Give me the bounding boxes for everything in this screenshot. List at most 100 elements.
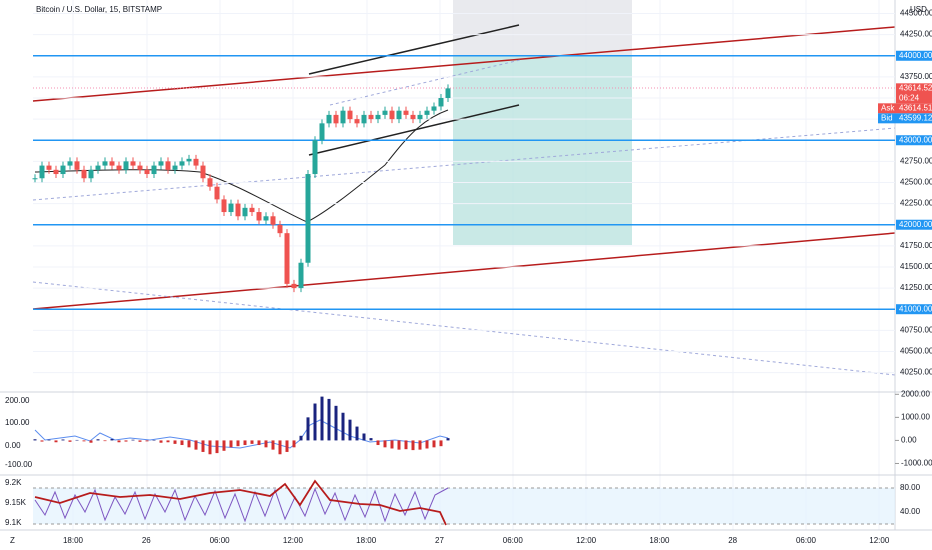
last-price-tag bbox=[896, 83, 932, 104]
candle bbox=[431, 106, 437, 111]
histogram-bar bbox=[145, 440, 149, 442]
candle bbox=[347, 110, 353, 120]
time-label: 26 bbox=[142, 536, 151, 545]
histogram-bar bbox=[215, 440, 219, 454]
stoch-band bbox=[33, 488, 895, 524]
candle bbox=[389, 110, 395, 120]
candle bbox=[214, 186, 220, 200]
candle bbox=[235, 203, 241, 217]
histogram-bar bbox=[89, 440, 93, 443]
time-label: 18:00 bbox=[356, 536, 377, 545]
time-label: 12:00 bbox=[283, 536, 304, 545]
osc-tick-label: 2000.00 bbox=[901, 389, 930, 398]
level-tag-label: 44000.00 bbox=[899, 51, 932, 60]
level-tag bbox=[896, 304, 932, 315]
candle bbox=[102, 161, 108, 166]
stoch-d bbox=[34, 479, 447, 526]
time-label: 27 bbox=[435, 536, 444, 545]
bid-tag bbox=[878, 113, 932, 124]
candle bbox=[200, 165, 206, 179]
level-tag bbox=[896, 135, 932, 146]
stoch-left-label: 9.1K bbox=[5, 518, 22, 527]
candle bbox=[186, 158, 192, 162]
target-zone bbox=[453, 56, 632, 245]
price-tick-label: 42750.00 bbox=[900, 156, 932, 165]
candle bbox=[270, 216, 276, 225]
currency-label: USD bbox=[910, 5, 927, 14]
histogram-bar bbox=[369, 438, 373, 441]
candle bbox=[312, 140, 318, 175]
stoch-left-label: 9.15K bbox=[5, 498, 27, 507]
candle bbox=[249, 207, 255, 213]
candle bbox=[382, 110, 388, 115]
candle bbox=[207, 178, 213, 187]
osc-left-label: -100.00 bbox=[5, 460, 33, 469]
histogram-bar bbox=[383, 440, 387, 448]
candle bbox=[396, 110, 402, 120]
candle bbox=[109, 161, 115, 166]
histogram-bar bbox=[264, 440, 268, 448]
histogram-bar bbox=[243, 440, 247, 446]
osc-left-label: 200.00 bbox=[5, 396, 30, 405]
candle bbox=[284, 233, 290, 284]
histogram-bar bbox=[54, 440, 58, 443]
histogram-bar bbox=[131, 439, 135, 441]
histogram-bar bbox=[418, 440, 422, 450]
corner-icon[interactable]: Z bbox=[10, 536, 15, 545]
trend-line bbox=[32, 26, 896, 102]
osc-left-label: 0.00 bbox=[5, 441, 21, 450]
histogram-bar bbox=[138, 440, 142, 442]
candle bbox=[375, 114, 381, 120]
candle bbox=[60, 165, 66, 175]
dashed-line bbox=[32, 281, 896, 376]
price-tick-label: 41500.00 bbox=[900, 262, 932, 271]
histogram-bar bbox=[271, 440, 275, 450]
bid-name: Bid bbox=[881, 113, 893, 122]
osc-tick-label: 1000.00 bbox=[901, 412, 930, 421]
ask-label: 43614.51 bbox=[899, 103, 932, 112]
histogram-bar bbox=[432, 440, 436, 448]
histogram-bar bbox=[194, 440, 198, 450]
candle bbox=[67, 161, 73, 166]
histogram-bar bbox=[166, 440, 170, 443]
price-tick-label: 43750.00 bbox=[900, 72, 932, 81]
time-label: 06:00 bbox=[503, 536, 524, 545]
histogram-bar bbox=[439, 440, 443, 447]
candle bbox=[291, 283, 297, 289]
candle bbox=[298, 262, 304, 289]
candle bbox=[445, 88, 451, 98]
price-tick-label: 40250.00 bbox=[900, 368, 932, 377]
price-tick-label: 42500.00 bbox=[900, 178, 932, 187]
candle bbox=[179, 161, 185, 166]
candle bbox=[221, 199, 227, 213]
stoch-k bbox=[34, 487, 449, 523]
candle bbox=[438, 98, 444, 107]
histogram-bar bbox=[96, 439, 100, 441]
histogram-bar bbox=[341, 412, 345, 441]
time-label: 12:00 bbox=[576, 536, 597, 545]
price-tick-label: 44250.00 bbox=[900, 30, 932, 39]
candle bbox=[95, 165, 101, 170]
histogram-bar bbox=[327, 398, 331, 441]
histogram-bar bbox=[355, 426, 359, 441]
level-tag bbox=[896, 219, 932, 230]
histogram-bar bbox=[47, 439, 51, 441]
histogram-bar bbox=[187, 440, 191, 448]
histogram-bar bbox=[390, 440, 394, 449]
candle bbox=[53, 169, 59, 175]
time-label: 06:00 bbox=[796, 536, 817, 545]
channel-line bbox=[308, 104, 520, 156]
candle bbox=[368, 114, 374, 120]
candle bbox=[354, 119, 360, 124]
price-tick-label: 40500.00 bbox=[900, 347, 932, 356]
candle bbox=[32, 178, 38, 180]
candle bbox=[361, 114, 367, 124]
candle bbox=[256, 212, 262, 221]
histogram-bar bbox=[250, 440, 254, 444]
histogram-bar bbox=[334, 405, 338, 441]
time-label: 12:00 bbox=[869, 536, 890, 545]
osc-tick-label: 0.00 bbox=[901, 436, 917, 445]
histogram-bar bbox=[159, 440, 163, 443]
candle bbox=[46, 165, 52, 170]
histogram-bar bbox=[117, 440, 121, 443]
